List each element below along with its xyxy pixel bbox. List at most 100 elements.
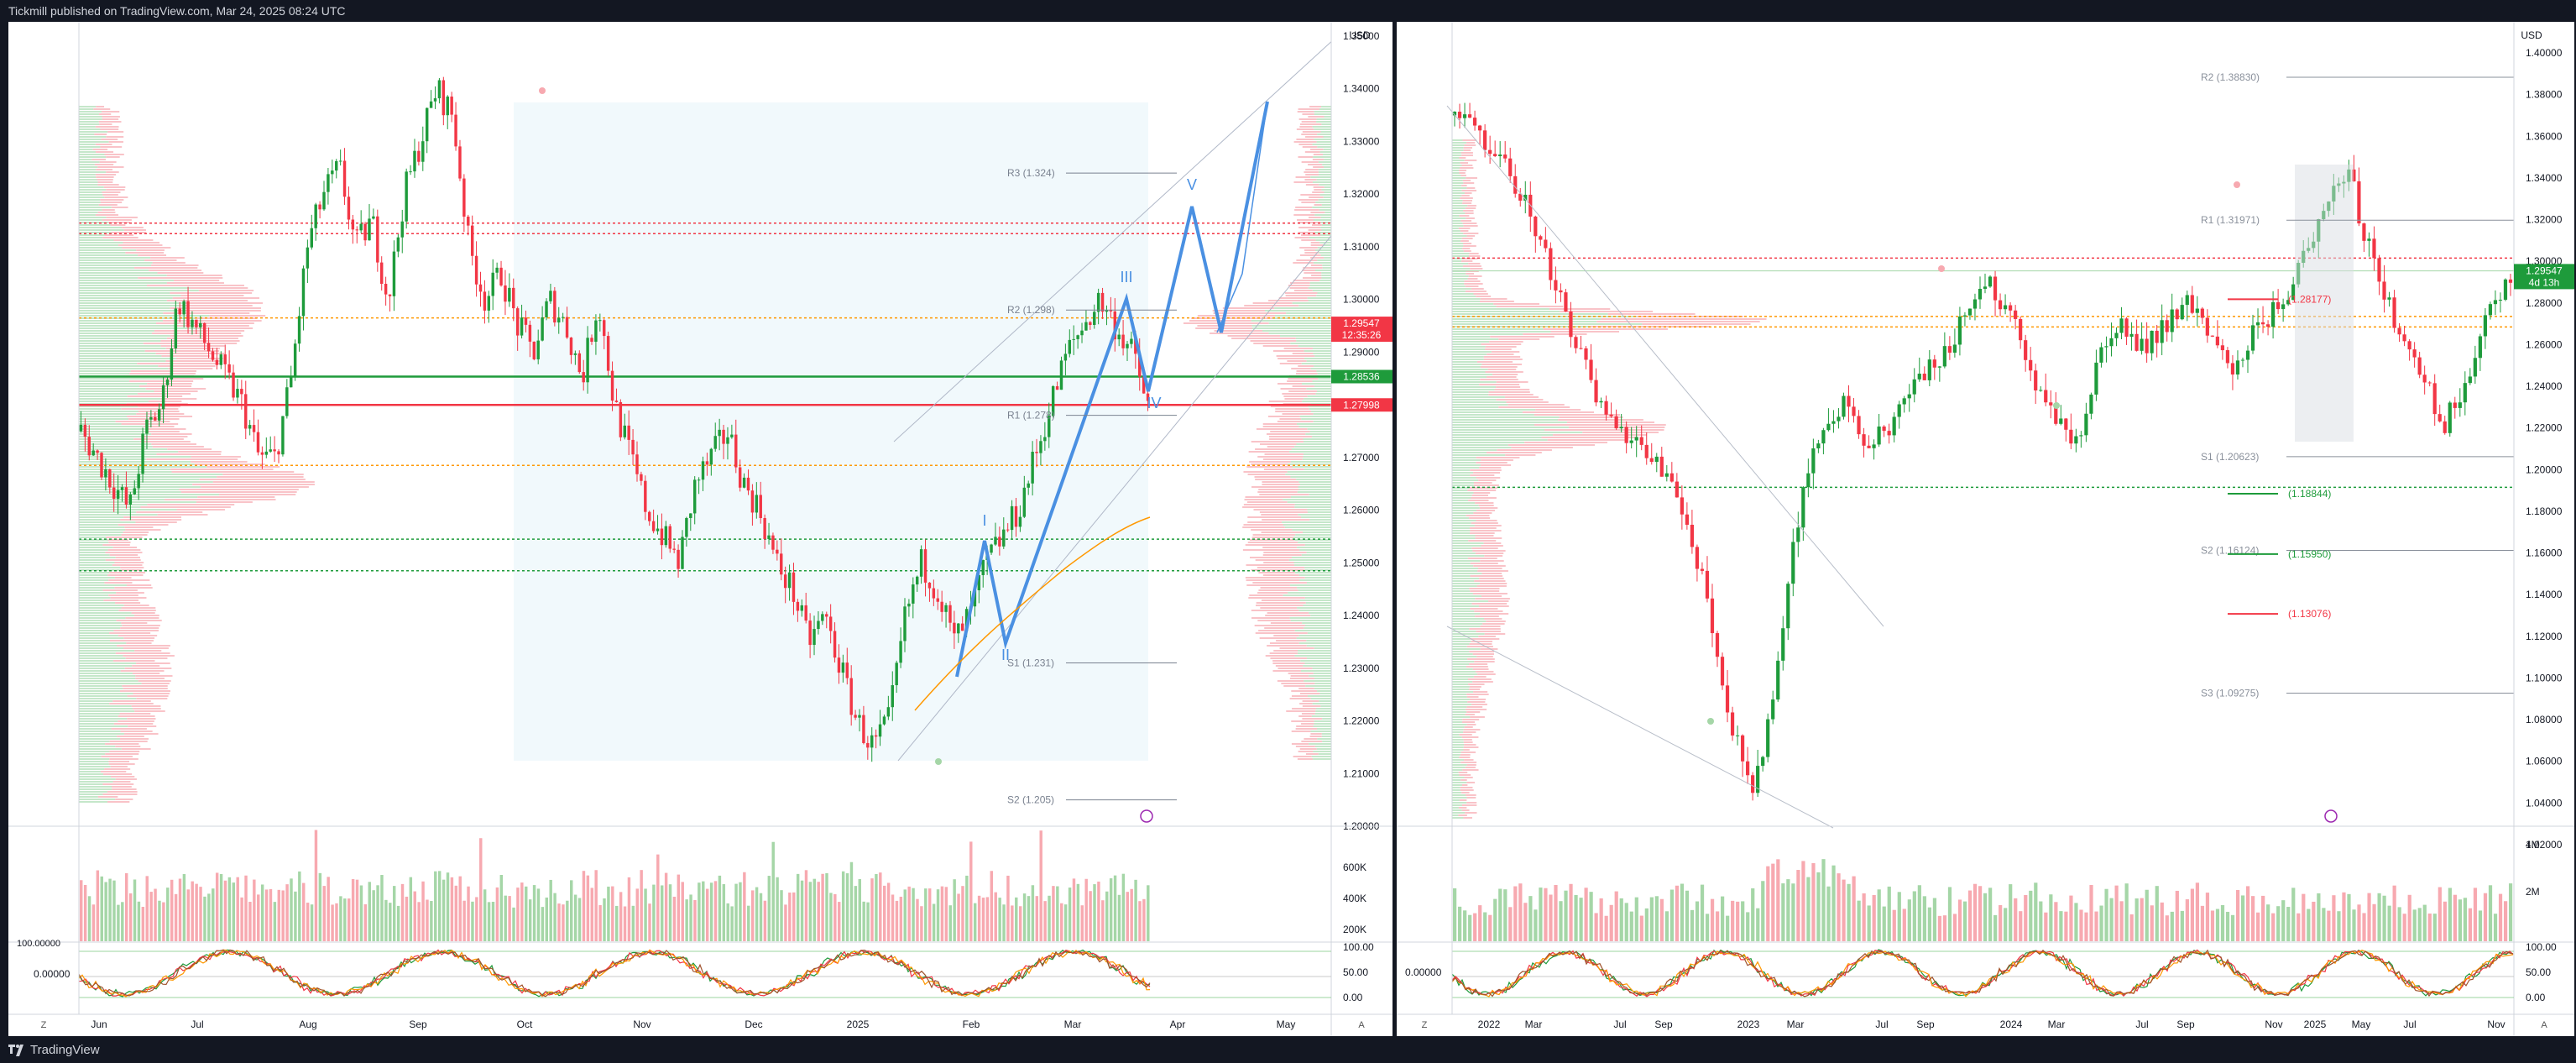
volume-bar xyxy=(1068,888,1072,941)
volume-bar xyxy=(825,872,828,941)
candle-body xyxy=(1867,445,1871,448)
candle-body xyxy=(211,351,215,360)
candle-body xyxy=(783,574,787,589)
trend-line xyxy=(1446,626,1834,829)
volume-bar xyxy=(1639,915,1643,941)
volume-bar xyxy=(1942,915,1947,941)
price-badge-label: 1.29547 xyxy=(2526,264,2563,276)
volume-bar xyxy=(1589,892,1593,941)
candle-body xyxy=(610,370,614,401)
candle-body xyxy=(2205,317,2209,336)
candle-body xyxy=(953,622,956,634)
candle-body xyxy=(1031,452,1034,484)
candle-body xyxy=(1579,348,1583,349)
volume-bar xyxy=(1932,898,1937,941)
tradingview-brand[interactable]: TradingView xyxy=(8,1043,100,1057)
price-badge xyxy=(1331,369,1393,384)
candle-body xyxy=(1978,288,1983,300)
price-tick: 1.20000 xyxy=(2526,463,2563,475)
volume-bar xyxy=(1483,912,1487,941)
volume-bar xyxy=(808,882,813,941)
volume-bar xyxy=(1594,913,1598,941)
volume-bar xyxy=(640,870,643,941)
candle-body xyxy=(915,576,919,585)
candle-body xyxy=(508,287,511,302)
candle-body xyxy=(866,742,870,748)
candle-body xyxy=(104,469,107,478)
volume-bar xyxy=(2160,902,2164,941)
volume-bar xyxy=(1700,884,1705,941)
candle-body xyxy=(2003,305,2008,310)
right-chart-panel[interactable]: R2 (1.38830) R1 (1.31971) S1 (1.20623) S2 (… xyxy=(1397,22,2574,1036)
candle-body xyxy=(161,385,165,410)
candle-body xyxy=(277,451,280,455)
candle-body xyxy=(2402,334,2406,342)
candle-body xyxy=(1831,421,1836,424)
candle-body xyxy=(223,354,227,364)
volume-bar xyxy=(1105,891,1109,941)
time-tick: Jul xyxy=(2403,1018,2416,1030)
volume-bar xyxy=(780,890,783,941)
volume-bar xyxy=(257,894,260,941)
candle-body xyxy=(919,549,923,577)
candle-body xyxy=(1710,598,1715,634)
volume-bar xyxy=(1761,881,1765,941)
price-tick: 1.12000 xyxy=(2526,631,2563,642)
volume-bar xyxy=(607,886,610,941)
price-tick: 1.31000 xyxy=(1343,241,1380,253)
volume-bar xyxy=(302,882,306,941)
candle-body xyxy=(2392,297,2396,328)
candle-body xyxy=(2281,304,2286,310)
volume-profile-left xyxy=(79,106,315,803)
candle-body xyxy=(1146,393,1150,401)
candle-body xyxy=(1720,657,1725,686)
volume-bar xyxy=(2210,910,2215,941)
candle-body xyxy=(165,380,170,385)
candle-body xyxy=(631,439,635,455)
candle-body xyxy=(1786,584,1790,629)
volume-bar xyxy=(1862,893,1866,941)
candle-body xyxy=(746,477,750,491)
candle-body xyxy=(1089,322,1092,325)
candle-body xyxy=(206,343,211,352)
candle-body xyxy=(759,495,762,519)
time-tick: Sep xyxy=(1654,1018,1673,1030)
candle-body xyxy=(1947,346,1952,353)
candle-body xyxy=(1897,404,1901,417)
candle-body xyxy=(878,724,882,737)
volume-bar xyxy=(747,905,750,941)
candle-body xyxy=(133,488,136,495)
volume-bar xyxy=(1902,909,1906,941)
volume-bar xyxy=(718,875,722,941)
volume-bar xyxy=(219,873,223,941)
candle-body xyxy=(1659,456,1664,477)
price-tick: 1.24000 xyxy=(1343,610,1380,621)
volume-bar xyxy=(866,902,870,941)
candle-body xyxy=(1534,216,1538,237)
volume-bar xyxy=(2458,899,2463,941)
candle-body xyxy=(1725,685,1730,713)
oscillator-left-tick: 0.00000 xyxy=(1405,966,1442,978)
volume-bar xyxy=(363,903,368,941)
volume-bar xyxy=(862,901,865,941)
candle-body xyxy=(990,544,993,553)
volume-bar xyxy=(1072,878,1076,941)
volume-bar xyxy=(384,899,388,941)
candle-body xyxy=(1811,448,1816,474)
pivot-label: R1 (1.31971) xyxy=(2201,214,2260,226)
candle-body xyxy=(1942,346,1946,367)
trend-line xyxy=(1446,105,1884,627)
right-chart[interactable]: R2 (1.38830)R1 (1.31971)S1 (1.20623)S2 (… xyxy=(1397,22,2574,1036)
volume-bar xyxy=(2145,889,2149,941)
volume-bar xyxy=(145,876,149,941)
candle-body xyxy=(977,574,981,590)
left-chart-panel[interactable]: I II III IV V R3 (1.324) R2 (1.298) R1 (1.278) S… xyxy=(8,22,1393,1036)
volume-bar xyxy=(396,905,400,941)
volume-bar xyxy=(2064,911,2068,941)
candle-body xyxy=(845,662,849,678)
candle-body xyxy=(603,320,606,337)
volume-bar xyxy=(1685,890,1690,941)
candle-body xyxy=(1700,568,1705,571)
candle-body xyxy=(2099,347,2103,363)
